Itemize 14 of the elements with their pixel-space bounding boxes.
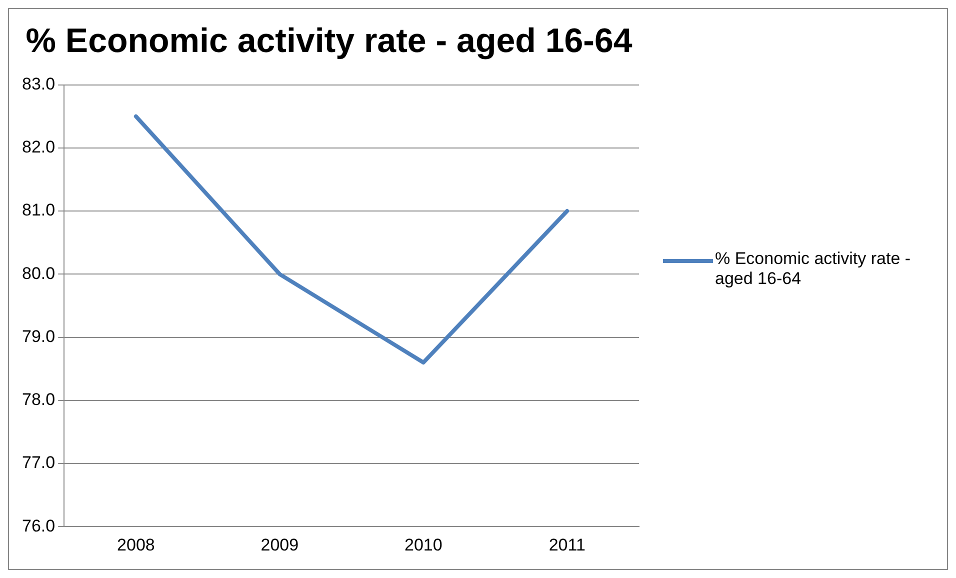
y-tick-label: 77.0 (22, 453, 56, 472)
y-tick-label: 76.0 (22, 516, 56, 536)
legend-label: % Economic activity rate - aged 16-64 (715, 249, 912, 289)
y-tick-label: 81.0 (22, 200, 56, 220)
chart-title: % Economic activity rate - aged 16-64 (26, 22, 632, 60)
y-tick-label: 78.0 (22, 390, 56, 410)
y-tick-label: 80.0 (22, 264, 56, 283)
x-tick-label: 2011 (548, 535, 586, 554)
x-tick-label: 2008 (117, 535, 155, 554)
x-tick-label: 2009 (260, 535, 299, 554)
y-tick-label: 82.0 (22, 138, 56, 157)
x-tick-label: 2010 (404, 535, 442, 554)
y-tick-label: 83.0 (22, 74, 56, 94)
y-tick-label: 79.0 (22, 326, 56, 346)
